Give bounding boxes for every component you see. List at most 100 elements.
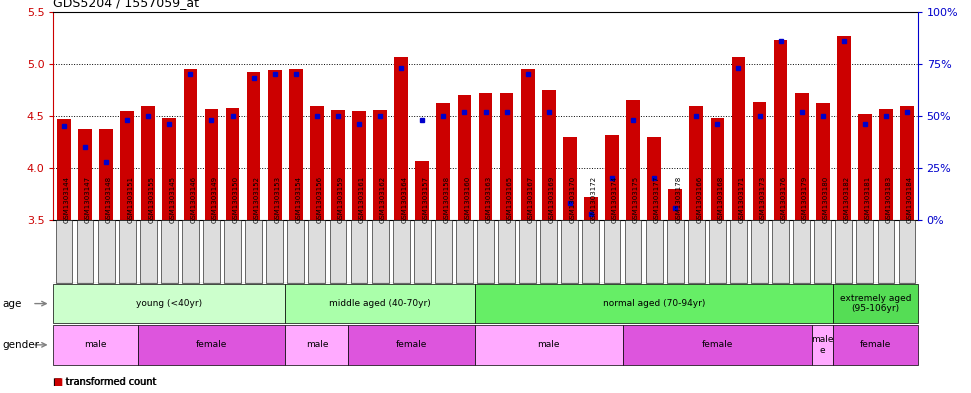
Bar	[731, 57, 746, 220]
FancyBboxPatch shape	[118, 220, 136, 283]
Bar	[605, 135, 619, 220]
FancyBboxPatch shape	[622, 325, 812, 365]
Bar	[162, 118, 176, 220]
FancyBboxPatch shape	[835, 220, 853, 283]
Text: ■: ■	[53, 377, 63, 387]
Bar	[626, 100, 640, 220]
Text: GSM1303181: GSM1303181	[865, 176, 871, 223]
Text: GSM1303164: GSM1303164	[401, 176, 407, 223]
FancyBboxPatch shape	[498, 220, 515, 283]
Text: GSM1303166: GSM1303166	[696, 176, 702, 223]
Text: transformed count: transformed count	[66, 377, 156, 387]
Bar	[225, 108, 240, 220]
Bar	[668, 189, 682, 220]
Bar	[900, 106, 914, 220]
FancyBboxPatch shape	[372, 220, 388, 283]
FancyBboxPatch shape	[856, 220, 873, 283]
Text: GSM1303150: GSM1303150	[233, 176, 239, 223]
FancyBboxPatch shape	[351, 220, 367, 283]
FancyBboxPatch shape	[878, 220, 894, 283]
Bar	[457, 95, 471, 220]
Bar	[184, 69, 197, 220]
Text: GSM1303176: GSM1303176	[781, 176, 787, 223]
Bar	[816, 103, 829, 220]
Text: ■ transformed count: ■ transformed count	[53, 377, 156, 387]
Bar	[584, 197, 598, 220]
FancyBboxPatch shape	[709, 220, 725, 283]
FancyBboxPatch shape	[77, 220, 93, 283]
Text: male
e: male e	[812, 335, 834, 354]
Bar	[711, 118, 724, 220]
Bar	[479, 93, 492, 220]
Text: GSM1303163: GSM1303163	[486, 176, 491, 223]
Text: male: male	[84, 340, 107, 349]
Text: GSM1303175: GSM1303175	[633, 176, 639, 223]
Bar	[416, 161, 429, 220]
Bar	[205, 108, 218, 220]
Bar	[858, 114, 872, 220]
Text: GSM1303173: GSM1303173	[759, 176, 765, 223]
Bar	[837, 36, 851, 220]
Text: GSM1303156: GSM1303156	[317, 176, 323, 223]
Bar	[437, 103, 451, 220]
Text: GDS5204 / 1557059_at: GDS5204 / 1557059_at	[53, 0, 199, 9]
Text: normal aged (70-94yr): normal aged (70-94yr)	[603, 299, 705, 308]
FancyBboxPatch shape	[583, 220, 599, 283]
FancyBboxPatch shape	[898, 220, 916, 283]
Text: GSM1303167: GSM1303167	[527, 176, 534, 223]
Text: female: female	[396, 340, 427, 349]
FancyBboxPatch shape	[266, 220, 284, 283]
Text: GSM1303184: GSM1303184	[907, 176, 913, 223]
Text: GSM1303147: GSM1303147	[85, 176, 91, 223]
FancyBboxPatch shape	[833, 284, 918, 323]
Text: female: female	[702, 340, 733, 349]
Bar	[753, 103, 766, 220]
Text: GSM1303183: GSM1303183	[886, 176, 892, 223]
Bar	[268, 70, 282, 220]
FancyBboxPatch shape	[540, 220, 557, 283]
FancyBboxPatch shape	[182, 220, 199, 283]
Text: GSM1303180: GSM1303180	[822, 176, 828, 223]
FancyBboxPatch shape	[519, 220, 536, 283]
Bar	[520, 69, 534, 220]
Bar	[352, 111, 366, 220]
FancyBboxPatch shape	[730, 220, 747, 283]
FancyBboxPatch shape	[55, 220, 73, 283]
Text: GSM1303159: GSM1303159	[338, 176, 344, 223]
FancyBboxPatch shape	[246, 220, 262, 283]
FancyBboxPatch shape	[833, 325, 918, 365]
FancyBboxPatch shape	[203, 220, 219, 283]
Bar	[79, 129, 92, 220]
Bar	[142, 106, 155, 220]
Text: middle aged (40-70yr): middle aged (40-70yr)	[329, 299, 431, 308]
FancyBboxPatch shape	[477, 220, 494, 283]
FancyBboxPatch shape	[604, 220, 620, 283]
FancyBboxPatch shape	[435, 220, 452, 283]
FancyBboxPatch shape	[349, 325, 475, 365]
Bar	[500, 93, 514, 220]
Text: GSM1303170: GSM1303170	[570, 176, 576, 223]
FancyBboxPatch shape	[285, 325, 349, 365]
FancyBboxPatch shape	[138, 325, 285, 365]
Bar	[795, 93, 809, 220]
FancyBboxPatch shape	[392, 220, 410, 283]
Text: GSM1303149: GSM1303149	[212, 176, 218, 223]
Text: GSM1303160: GSM1303160	[464, 176, 470, 223]
Bar	[542, 90, 555, 220]
Text: GSM1303171: GSM1303171	[738, 176, 745, 223]
FancyBboxPatch shape	[287, 220, 304, 283]
Text: young (<40yr): young (<40yr)	[136, 299, 202, 308]
Text: GSM1303151: GSM1303151	[127, 176, 133, 223]
FancyBboxPatch shape	[812, 325, 833, 365]
Text: male: male	[306, 340, 328, 349]
FancyBboxPatch shape	[561, 220, 579, 283]
Text: extremely aged
(95-106yr): extremely aged (95-106yr)	[840, 294, 911, 313]
Text: GSM1303168: GSM1303168	[718, 176, 723, 223]
Text: GSM1303153: GSM1303153	[275, 176, 281, 223]
Bar	[57, 119, 71, 220]
Text: GSM1303178: GSM1303178	[675, 176, 682, 223]
FancyBboxPatch shape	[624, 220, 642, 283]
Bar	[774, 40, 787, 220]
FancyBboxPatch shape	[329, 220, 347, 283]
Bar	[289, 69, 303, 220]
